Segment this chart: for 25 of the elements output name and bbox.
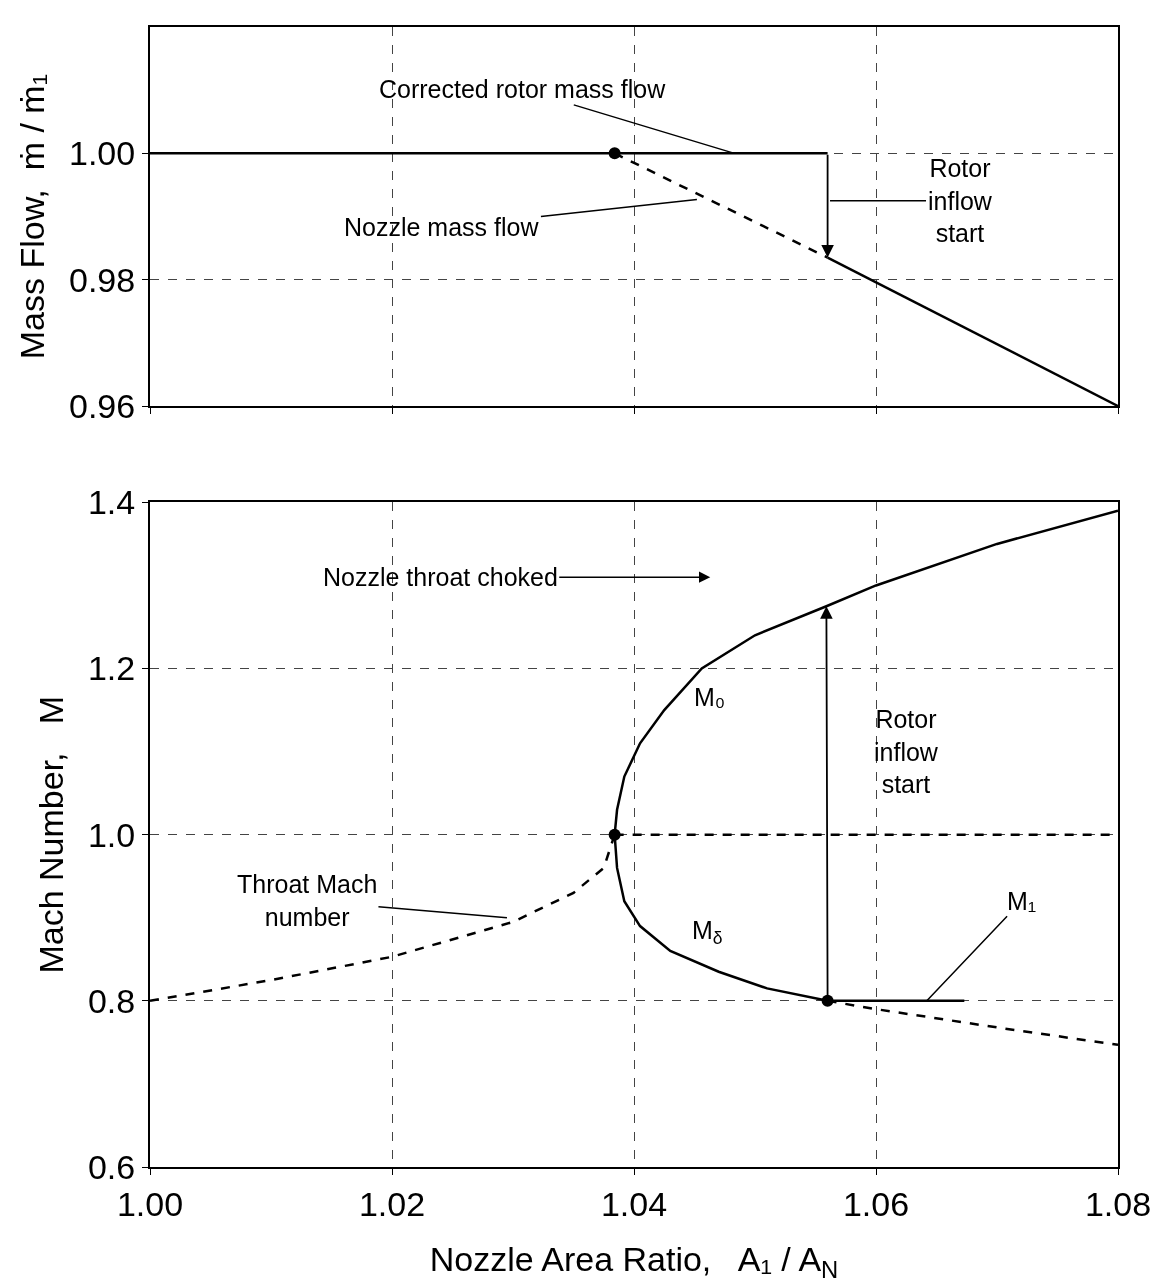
y-tick-label: 1.00	[69, 134, 136, 173]
y-tick-label: 1.4	[87, 483, 136, 522]
x-tick-label: 1.08	[1084, 1184, 1152, 1223]
y-tick-label: 1.0	[87, 815, 136, 854]
x-tick-label: 1.00	[116, 1184, 184, 1223]
y-tick-label: 0.8	[87, 981, 136, 1020]
x-tick-label: 1.06	[842, 1184, 910, 1223]
y-tick-label: 1.2	[87, 649, 136, 688]
y-tick-label: 0.6	[87, 1147, 136, 1186]
x-tick-label: 1.02	[358, 1184, 426, 1223]
x-axis-title: Nozzle Area Ratio, A₁ / A$_{N}$	[429, 1239, 839, 1283]
y-axis-title: Mach Number, M	[32, 695, 71, 974]
annotation: Throat Mach number	[237, 870, 378, 931]
annotation: Rotor inflow start	[928, 154, 993, 247]
y-tick-label: 0.96	[69, 386, 136, 425]
annotation: Corrected rotor mass flow	[379, 75, 667, 103]
annotation: Rotor inflow start	[874, 705, 939, 798]
y-tick-label: 0.98	[69, 260, 136, 299]
annotation: M₁	[1007, 887, 1037, 915]
annotation: Nozzle mass flow	[344, 213, 540, 241]
annotation: M₀	[694, 683, 726, 711]
x-tick-label: 1.04	[600, 1184, 668, 1223]
annotation: Nozzle throat choked	[323, 563, 558, 591]
annotation: M$_{δ}$	[692, 916, 723, 949]
y-axis-title: Mass Flow, ṁ / ṁ₁	[13, 73, 52, 360]
